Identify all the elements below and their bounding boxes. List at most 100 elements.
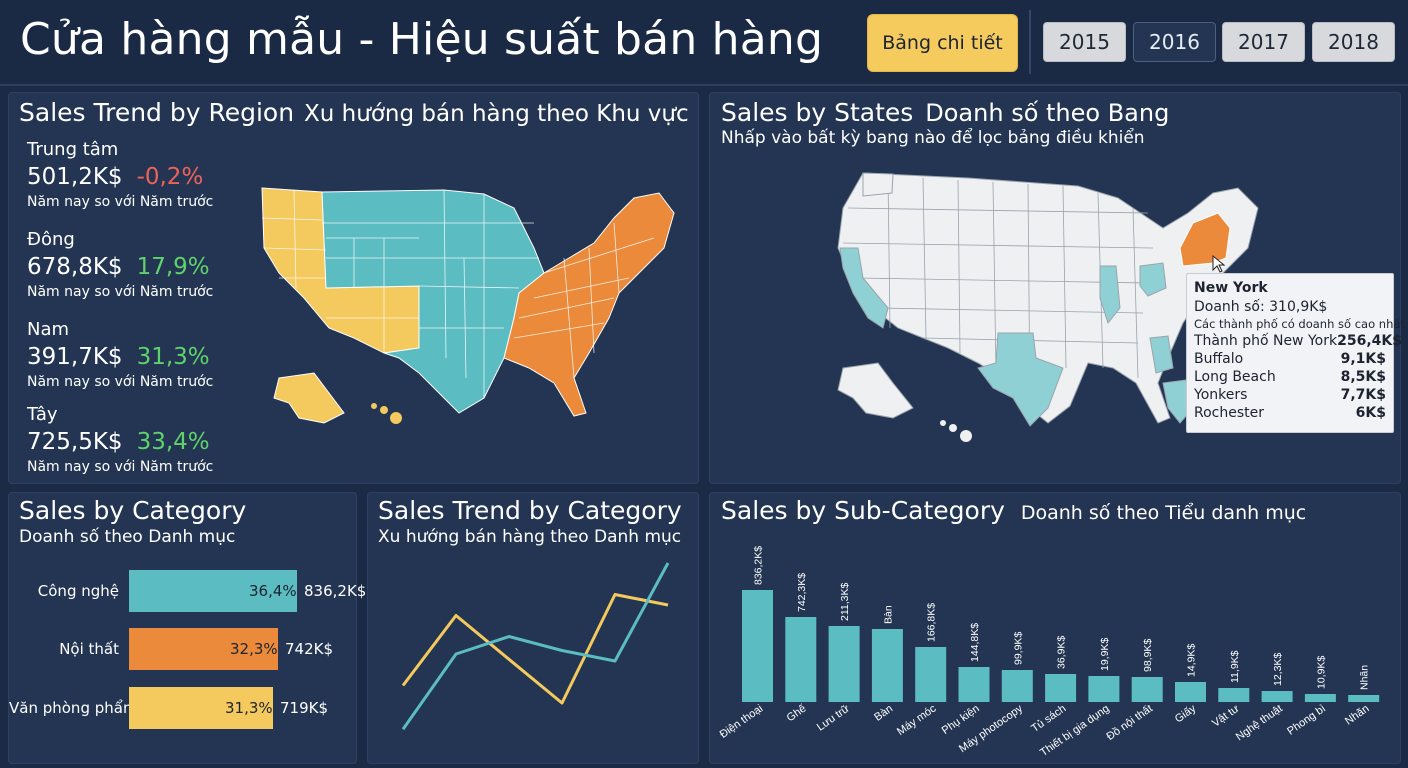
year-button-2015[interactable]: 2015	[1043, 22, 1126, 62]
region-name: Nam	[27, 319, 70, 340]
region-change: -0,2%	[136, 164, 204, 190]
city-name: Rochester	[1194, 405, 1264, 421]
subcategory-bar[interactable]	[1175, 682, 1206, 702]
map-states-base[interactable]	[837, 172, 1259, 424]
region-trend-panel: Sales Trend by Region Xu hướng bán hàng …	[8, 92, 699, 484]
subcategory-category-label: Giấy	[1173, 702, 1199, 725]
category-value: 742K$	[285, 640, 334, 658]
subcategory-value-label: Bàn	[882, 605, 894, 624]
tooltip-state-name: New York	[1194, 280, 1268, 296]
region-panel-title-vi: Xu hướng bán hàng theo Khu vực	[304, 101, 689, 127]
trend-panel-title: Sales Trend by Category	[378, 496, 682, 525]
category-bar-furniture[interactable]	[129, 628, 278, 670]
tooltip-city-row: Long Beach 8,5K$	[1194, 369, 1386, 385]
tooltip-sales: Doanh số: 310,9K$	[1194, 299, 1328, 315]
subcategory-bar[interactable]	[1304, 694, 1336, 702]
city-value: 6K$	[1355, 405, 1386, 421]
region-panel-title-en: Sales Trend by Region	[19, 98, 295, 127]
subcategory-value-label: 144,8K$	[969, 623, 981, 662]
region-compare-label: Năm nay so với Năm trước	[27, 284, 214, 300]
states-title-en: Sales by States	[721, 98, 914, 127]
map-states-hawaii[interactable]	[940, 420, 972, 442]
category-bar-office-supplies[interactable]	[129, 687, 273, 729]
city-value: 8,5K$	[1340, 369, 1386, 385]
subcategory-panel-title: Sales by Sub-Category Doanh số theo Tiểu…	[721, 496, 1306, 525]
region-name: Đông	[27, 229, 75, 250]
subcategory-bar[interactable]	[1218, 688, 1250, 702]
subcategory-value-label: Nhãn	[1359, 665, 1371, 690]
category-trend-chart[interactable]	[368, 493, 700, 765]
subcategory-category-label: Điện thoại	[718, 703, 765, 741]
map-region-east[interactable]	[503, 192, 675, 417]
subcategory-bar[interactable]	[1045, 674, 1077, 702]
state-tooltip: New York Doanh số: 310,9K$ Các thành phố…	[1186, 273, 1405, 433]
subcategory-value-label: 10,9K$	[1315, 656, 1327, 689]
map-state-illinois[interactable]	[1099, 265, 1121, 325]
map-state-georgia[interactable]	[1149, 335, 1174, 374]
year-button-2018[interactable]: 2018	[1312, 22, 1395, 62]
region-change: 31,3%	[136, 344, 210, 370]
subcategory-bar[interactable]	[785, 617, 817, 702]
subcategory-category-label: Bàn	[872, 703, 895, 724]
subcategory-bar[interactable]	[1131, 677, 1163, 702]
tooltip-city-row: Yonkers 7,7K$	[1194, 387, 1386, 403]
city-value: 7,7K$	[1340, 387, 1386, 403]
region-south[interactable]: Nam 391,7K$ 31,3% Năm nay so với Năm trướ…	[27, 319, 213, 390]
map-state-texas[interactable]	[977, 332, 1064, 427]
category-label: Nội thất	[59, 640, 119, 658]
region-compare-label: Năm nay so với Năm trước	[27, 459, 214, 475]
subcategory-value-label: 12,3K$	[1272, 653, 1284, 686]
header-bar: Cửa hàng mẫu - Hiệu suất bán hàng Bảng c…	[0, 0, 1408, 86]
subcategory-category-label: Phong bì	[1285, 703, 1328, 738]
map-state-washington[interactable]	[862, 172, 894, 197]
subcategory-bar[interactable]	[1261, 691, 1293, 702]
subcategory-bar[interactable]	[828, 626, 860, 702]
map-state-new-york[interactable]	[1179, 212, 1231, 267]
subcategory-bar[interactable]	[1088, 676, 1120, 702]
region-east[interactable]: Đông 678,8K$ 17,9% Năm nay so với Năm trư…	[27, 229, 213, 300]
region-map[interactable]	[234, 178, 684, 448]
region-west[interactable]: Tây 725,5K$ 33,4% Năm nay so với Năm trướ…	[27, 404, 213, 475]
subcategory-category-label: Ghế	[785, 703, 809, 725]
states-panel-title: Sales by States Doanh số theo Bang	[721, 98, 1169, 127]
subcategory-value-label: 14,9K$	[1186, 644, 1198, 677]
subcategory-value-label: 99,9K$	[1012, 632, 1024, 665]
trend-panel-subtitle: Xu hướng bán hàng theo Danh mục	[378, 527, 682, 547]
map-state-ohio[interactable]	[1139, 262, 1167, 297]
subcategory-bar[interactable]	[915, 647, 947, 702]
states-map[interactable]	[818, 168, 1273, 463]
subcategory-bar[interactable]	[742, 590, 773, 702]
trend-series-line-1[interactable]	[401, 593, 669, 705]
subcategory-value-label: 836,2K$	[753, 546, 765, 585]
subcategory-chart[interactable]: 836,2K$ Điện thoại 742,3K$ Ghế 211,3K$ Lưu tr…	[710, 493, 1402, 765]
subcategory-value-label: 98,9K$	[1142, 639, 1154, 672]
subcategory-category-label: Nhãn	[1343, 703, 1371, 728]
subcategory-bar[interactable]	[1001, 670, 1033, 702]
region-compare-label: Năm nay so với Năm trước	[27, 374, 214, 390]
category-panel-subtitle: Doanh số theo Danh mục	[19, 527, 236, 547]
region-value: 501,2K$	[27, 164, 123, 190]
category-pct: 31,3%	[225, 699, 273, 717]
tooltip-city-row: Rochester 6K$	[1194, 405, 1386, 421]
map-hawaii[interactable]	[371, 403, 402, 424]
year-button-2017[interactable]: 2017	[1222, 22, 1305, 62]
map-alaska[interactable]	[273, 372, 345, 424]
trend-series-line-2[interactable]	[401, 562, 670, 731]
subcategory-bar[interactable]	[1348, 695, 1380, 702]
subcategory-category-label: Lưu trữ	[815, 702, 852, 733]
detail-table-button[interactable]: Bảng chi tiết	[867, 14, 1018, 72]
region-panel-title: Sales Trend by Region Xu hướng bán hàng …	[19, 98, 689, 127]
year-button-2016[interactable]: 2016	[1133, 22, 1216, 62]
subcategory-value-label: 11,9K$	[1229, 650, 1241, 683]
category-trend-panel: Sales Trend by Category Xu hướng bán hàn…	[367, 492, 699, 764]
subcategory-bar[interactable]	[958, 667, 990, 702]
subcategory-value-label: 166,8K$	[926, 603, 938, 642]
category-panel-title: Sales by Category	[19, 496, 247, 525]
region-central[interactable]: Trung tâm 501,2K$ -0,2% Năm nay so với Nă…	[27, 139, 213, 210]
subcategory-bar[interactable]	[871, 629, 903, 702]
states-title-vi: Doanh số theo Bang	[925, 99, 1170, 127]
region-value: 391,7K$	[27, 344, 123, 370]
map-state-california[interactable]	[839, 247, 889, 329]
category-bar-technology[interactable]	[129, 570, 297, 612]
map-states-alaska[interactable]	[837, 362, 914, 419]
